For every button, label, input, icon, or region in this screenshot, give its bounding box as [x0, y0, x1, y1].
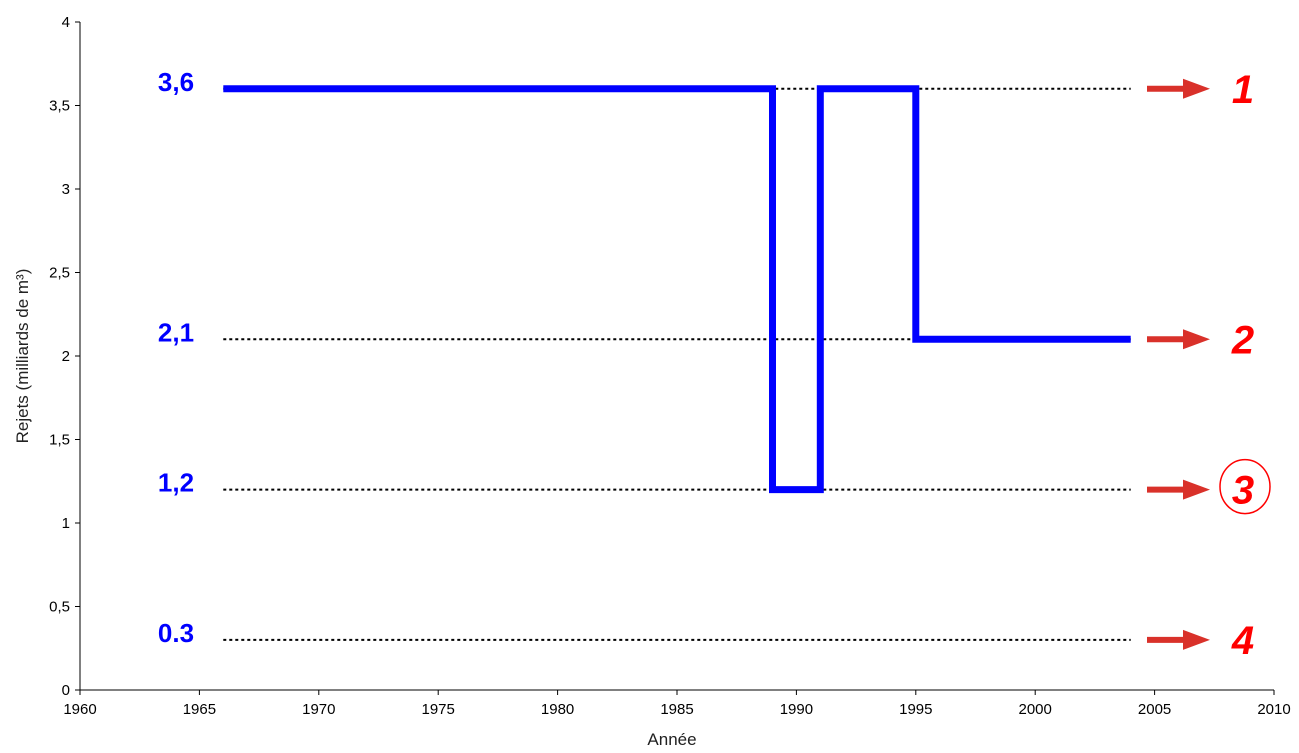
y-tick-label: 2 — [62, 348, 70, 365]
y-axis-title: Rejets (milliards de m³) — [13, 269, 32, 444]
axes: 0 0,5 1 1,5 2 2,5 3 3,5 4 1960 1965 1970 1975 1980 198… — [49, 14, 1291, 718]
x-tick-label: 1995 — [899, 701, 932, 718]
series-line — [223, 85, 1131, 494]
y-tick-label: 0,5 — [49, 599, 70, 616]
reference-lines — [223, 87, 1131, 641]
y-tick-label: 3,5 — [49, 98, 70, 115]
y-tick-label: 4 — [62, 14, 70, 31]
level-label: 1,2 — [158, 468, 194, 498]
x-axis-title: Année — [647, 730, 696, 749]
level-label: 3,6 — [158, 67, 194, 97]
scenario-circle — [1219, 458, 1271, 515]
x-tick-label: 1980 — [541, 701, 574, 718]
x-tick-label: 2010 — [1257, 701, 1290, 718]
y-tick-label: 2,5 — [49, 265, 70, 282]
scenario-number: 1 — [1232, 68, 1254, 112]
x-tick-label: 1965 — [183, 701, 216, 718]
scenario-number: 2 — [1231, 318, 1254, 362]
x-tick-label: 1960 — [63, 701, 96, 718]
y-tick-label: 1 — [62, 515, 70, 532]
x-tick-label: 2005 — [1138, 701, 1171, 718]
x-tick-label: 1970 — [302, 701, 335, 718]
arrow-head — [1183, 78, 1210, 99]
scenario-number: 3 — [1232, 469, 1254, 513]
y-tick-label: 1,5 — [49, 432, 70, 449]
level-label: 2,1 — [158, 317, 194, 347]
scenario-number: 4 — [1231, 619, 1254, 663]
annotations: 3,6 1 2,1 2 1,2 3 0.3 4 — [158, 67, 1271, 663]
series-layer — [223, 85, 1131, 494]
arrow-head — [1183, 629, 1210, 650]
x-tick-label: 1985 — [660, 701, 693, 718]
level-label: 0.3 — [158, 618, 194, 648]
x-tick-label: 1975 — [422, 701, 455, 718]
x-tick-label: 2000 — [1019, 701, 1052, 718]
y-tick-label: 0 — [62, 682, 70, 699]
arrow-head — [1183, 479, 1210, 500]
x-tick-label: 1990 — [780, 701, 813, 718]
arrow-head — [1183, 329, 1210, 350]
y-tick-label: 3 — [62, 181, 70, 198]
